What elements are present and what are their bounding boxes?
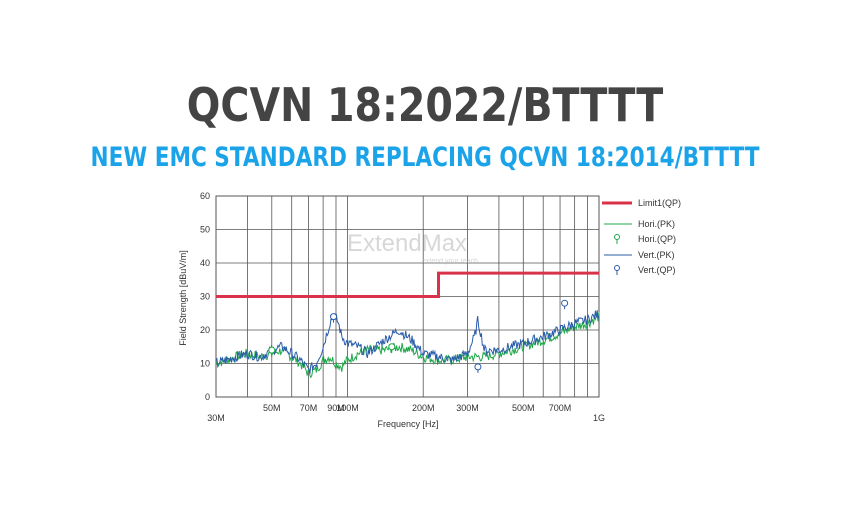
x-tick-label: 30M — [207, 413, 225, 423]
legend-label: Limit1(QP) — [638, 198, 681, 208]
x-tick-label: 100M — [336, 403, 359, 413]
qp-marker — [388, 343, 396, 351]
chart-series — [215, 271, 600, 379]
x-tick-label: 500M — [512, 403, 535, 413]
page-subtitle: NEW EMC STANDARD REPLACING QCVN 18:2014/… — [90, 142, 760, 173]
x-tick-label: 700M — [549, 403, 572, 413]
qp-marker — [474, 363, 482, 371]
x-tick-label: 70M — [300, 403, 318, 413]
qp-marker — [561, 299, 569, 307]
x-tick-label: 50M — [263, 403, 281, 413]
chart-legend: Limit1(QP) Hori.(PK) Hori.(QP) Vert.(PK) Ver… — [602, 198, 681, 275]
legend-label: Hori.(PK) — [638, 219, 675, 229]
page-title: QCVN 18:2022/BTTTT — [186, 78, 664, 132]
y-axis-label: Field Strength [dBuV/m] — [178, 250, 188, 346]
y-tick-label: 0 — [205, 392, 210, 402]
x-tick-label: 90M — [327, 403, 345, 413]
x-axis-label: Frequency [Hz] — [377, 419, 438, 429]
y-tick-label: 30 — [200, 292, 210, 302]
watermark-logo: ExtendMax — [347, 230, 467, 257]
x-tick-label: 200M — [412, 403, 435, 413]
y-tick-label: 60 — [200, 191, 210, 201]
watermark-tagline: extend your reach — [422, 258, 478, 265]
watermark: ExtendMax extend your reach — [347, 230, 478, 265]
y-tick-label: 10 — [200, 359, 210, 369]
series-line — [215, 311, 600, 379]
y-tick-label: 20 — [200, 325, 210, 335]
qp-marker — [330, 313, 338, 321]
x-tick-label: 300M — [456, 403, 479, 413]
legend-label: Vert.(QP) — [638, 265, 676, 275]
qp-marker — [268, 346, 276, 354]
legend-swatch — [614, 234, 620, 240]
y-tick-label: 50 — [200, 225, 210, 235]
series-line — [215, 310, 600, 374]
chart-markers — [268, 299, 569, 373]
y-tick-label: 40 — [200, 258, 210, 268]
x-tick-label: 1G — [593, 413, 605, 423]
limit-line — [216, 271, 599, 298]
legend-label: Hori.(QP) — [638, 234, 676, 244]
legend-swatch — [614, 265, 620, 271]
legend-label: Vert.(PK) — [638, 250, 675, 260]
